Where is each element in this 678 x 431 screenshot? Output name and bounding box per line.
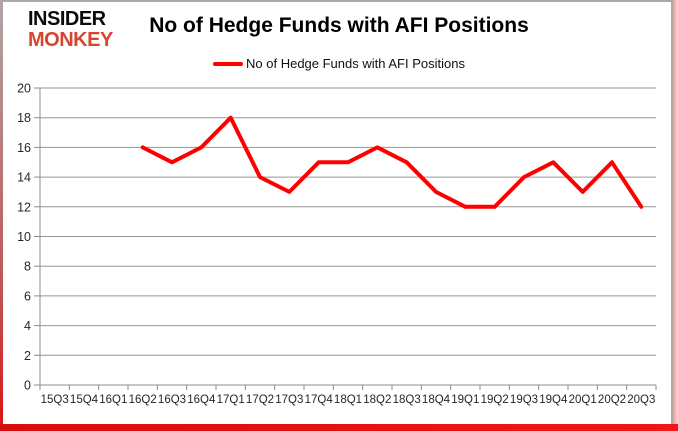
x-axis-label: 16Q4 [187,394,216,406]
x-axis-label: 19Q1 [451,394,479,406]
x-axis-label: 20Q2 [598,394,626,406]
frame-glow-right [673,0,678,431]
chart-title: No of Hedge Funds with AFI Positions [149,14,529,37]
x-axis-label: 18Q2 [363,394,391,406]
insider-monkey-logo: INSIDER MONKEY [28,9,113,51]
y-axis-label: 12 [17,200,31,214]
y-axis-label: 14 [17,171,31,185]
logo-word-monkey: MONKEY [28,29,113,51]
chart-legend: No of Hedge Funds with AFI Positions [0,56,678,71]
x-axis-label: 20Q1 [569,394,597,406]
series-line [140,115,644,209]
y-axis-label: 10 [17,230,31,244]
x-axis-label: 18Q3 [393,394,421,406]
x-axis-label: 15Q4 [70,394,99,406]
frame-border-right [671,0,673,431]
x-axis-label: 19Q2 [481,394,509,406]
frame-border-top [0,0,678,2]
x-axis-label: 17Q1 [217,394,245,406]
x-axis-label: 15Q3 [41,394,69,406]
x-axis-label: 20Q3 [627,394,655,406]
x-axis-label: 18Q4 [422,394,451,406]
y-axis-label: 6 [24,289,31,303]
y-axis-label: 2 [24,349,31,363]
x-axis-label: 19Q3 [510,394,538,406]
x-axis-label: 17Q2 [246,394,274,406]
y-axis-label: 20 [17,82,31,96]
y-axis-label: 8 [24,260,31,274]
logo-word-insider: INSIDER [28,8,106,30]
y-axis-label: 16 [17,141,31,155]
x-axis-label: 17Q4 [305,394,334,406]
x-axis-label: 17Q3 [275,394,303,406]
y-axis-label: 18 [17,111,31,125]
legend-label: No of Hedge Funds with AFI Positions [246,56,465,71]
y-axis-label: 4 [24,319,31,333]
x-axis-label: 16Q3 [158,394,186,406]
legend-line-swatch [213,61,244,66]
x-axis-label: 19Q4 [539,394,568,406]
frame-border-bottom [0,424,678,431]
frame-border-left [0,0,3,431]
y-axis-label: 0 [24,379,31,393]
x-axis-label: 18Q1 [334,394,362,406]
x-axis-label: 16Q1 [99,394,127,406]
x-axis-label: 16Q2 [129,394,157,406]
